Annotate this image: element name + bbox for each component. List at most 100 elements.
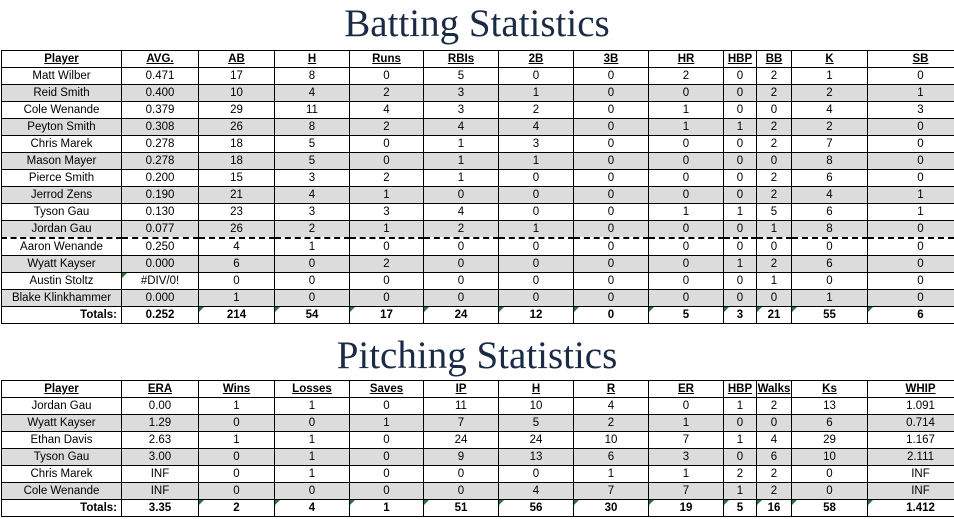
table-cell: 0 <box>867 152 954 170</box>
table-cell: 0 <box>349 237 424 256</box>
table-row: Wyatt Kayser 1.29 0 0 1 7 5 2 1 0 0 6 0.714 <box>1 414 954 432</box>
table-cell: 11 <box>274 101 350 119</box>
table-cell: 13 <box>791 397 868 415</box>
table-cell: 0 <box>723 67 757 85</box>
table-cell: 0 <box>573 203 649 221</box>
table-cell: 6 <box>573 448 649 466</box>
table-cell: Jerrod Zens <box>1 186 122 204</box>
table-cell: 29 <box>791 431 868 449</box>
table-cell: 0 <box>423 272 499 290</box>
table-cell: 0 <box>867 237 954 256</box>
table-cell: Cole Wenande <box>1 101 122 119</box>
column-header: WHIP <box>867 380 954 398</box>
table-cell: 1 <box>867 203 954 221</box>
table-cell: 0 <box>573 220 649 239</box>
table-cell: 0 <box>648 84 724 102</box>
table-cell: 0 <box>573 84 649 102</box>
table-cell: 10 <box>573 431 649 449</box>
table-row: Pierce Smith 0.200 15 3 2 1 0 0 0 0 2 6 0 <box>1 169 954 187</box>
table-cell: 1 <box>791 289 868 307</box>
table-cell: 0 <box>573 135 649 153</box>
table-row: Wyatt Kayser 0.000 6 0 2 0 0 0 0 1 2 6 0 <box>1 255 954 273</box>
table-cell: 0.714 <box>867 414 954 432</box>
table-cell: 10 <box>198 84 275 102</box>
totals-cell: 0 <box>573 306 649 324</box>
table-cell: 3 <box>498 135 574 153</box>
table-cell: 2 <box>573 414 649 432</box>
table-cell: 1 <box>274 237 350 256</box>
totals-cell: 1.412 <box>867 499 954 517</box>
table-cell: 6 <box>791 414 868 432</box>
table-cell: 1 <box>198 397 275 415</box>
totals-label: Totals: <box>1 306 122 324</box>
column-header: AVG. <box>121 50 199 68</box>
table-cell: 0.471 <box>121 67 199 85</box>
table-cell: 0 <box>274 414 350 432</box>
table-cell: 1 <box>756 220 792 239</box>
table-cell: 0 <box>791 272 868 290</box>
totals-cell: 51 <box>423 499 499 517</box>
table-cell: 0 <box>349 135 424 153</box>
totals-cell: 21 <box>756 306 792 324</box>
table-cell: 0 <box>723 135 757 153</box>
table-cell: 2 <box>274 220 350 239</box>
column-header: Player <box>1 380 122 398</box>
column-header: Wins <box>198 380 275 398</box>
totals-cell: 24 <box>423 306 499 324</box>
totals-cell: 5 <box>723 499 757 517</box>
table-cell: 0.200 <box>121 169 199 187</box>
table-cell: Chris Marek <box>1 465 122 483</box>
pitching-title: Pitching Statistics <box>336 334 618 377</box>
table-cell: 1 <box>723 203 757 221</box>
table-cell: 1 <box>274 465 350 483</box>
table-cell: 0 <box>867 289 954 307</box>
table-cell: 2 <box>756 118 792 136</box>
table-cell: 2 <box>349 255 424 273</box>
table-cell: 0 <box>349 465 424 483</box>
table-cell: #DIV/0! <box>121 272 199 290</box>
column-header: Losses <box>274 380 350 398</box>
table-cell: 2 <box>791 84 868 102</box>
table-cell: 3 <box>867 101 954 119</box>
table-cell: 0 <box>867 135 954 153</box>
totals-cell: 0.252 <box>121 306 199 324</box>
table-cell: 0 <box>756 152 792 170</box>
table-cell: 26 <box>198 118 275 136</box>
table-cell: 3 <box>648 448 724 466</box>
table-cell: 6 <box>756 448 792 466</box>
table-cell: 0 <box>723 220 757 239</box>
table-cell: 1 <box>648 101 724 119</box>
table-cell: 6 <box>791 203 868 221</box>
table-cell: 1 <box>274 431 350 449</box>
table-row: Austin Stoltz #DIV/0! 0 0 0 0 0 0 0 0 1 0 0 <box>1 272 954 290</box>
table-cell: 0 <box>349 272 424 290</box>
table-cell: 0 <box>867 255 954 273</box>
table-cell: 2 <box>349 118 424 136</box>
table-cell: 0 <box>648 152 724 170</box>
table-cell: 0 <box>648 220 724 239</box>
table-cell: 1.29 <box>121 414 199 432</box>
table-cell: 1 <box>648 203 724 221</box>
table-cell: 1 <box>867 186 954 204</box>
table-row: Blake Klinkhammer 0.000 1 0 0 0 0 0 0 0 0 1 0 <box>1 289 954 307</box>
table-cell: 0 <box>498 272 574 290</box>
totals-cell: 17 <box>349 306 424 324</box>
table-cell: 7 <box>648 431 724 449</box>
table-cell: 8 <box>274 67 350 85</box>
table-cell: 1 <box>198 431 275 449</box>
table-cell: 0 <box>723 272 757 290</box>
table-cell: 4 <box>349 101 424 119</box>
table-cell: 5 <box>756 203 792 221</box>
table-cell: 0 <box>573 255 649 273</box>
table-cell: 4 <box>791 101 868 119</box>
table-cell: 0 <box>349 448 424 466</box>
table-cell: 9 <box>423 448 499 466</box>
column-header: Saves <box>349 380 424 398</box>
table-cell: INF <box>121 465 199 483</box>
table-cell: 0.278 <box>121 152 199 170</box>
totals-cell: 3.35 <box>121 499 199 517</box>
totals-cell: 214 <box>198 306 275 324</box>
table-cell: 0 <box>198 465 275 483</box>
pitching-table: Player ERA Wins Losses Saves IP H R ER HBP Walks Ks… <box>1 380 954 517</box>
table-cell: 1 <box>723 397 757 415</box>
